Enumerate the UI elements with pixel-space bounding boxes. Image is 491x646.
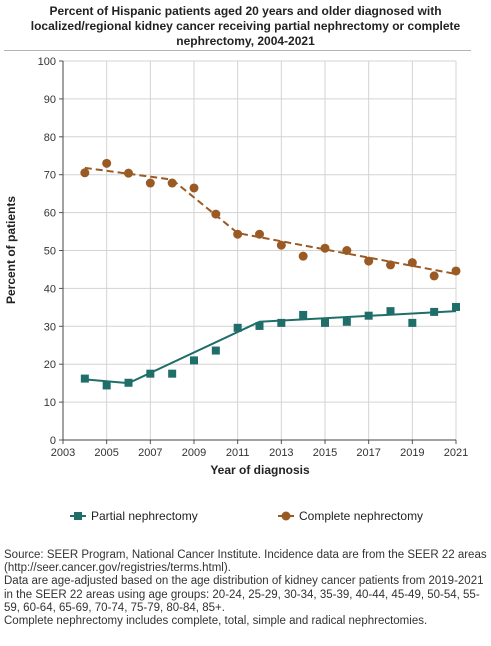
y-tick-label: 40 bbox=[44, 283, 56, 295]
x-tick-label: 2019 bbox=[400, 447, 424, 459]
partial-data-point bbox=[386, 307, 395, 316]
partial-data-point bbox=[168, 369, 177, 378]
complete-data-point bbox=[189, 183, 199, 193]
footnote-source: Source: SEER Program, National Cancer In… bbox=[4, 549, 487, 575]
complete-data-point bbox=[320, 243, 330, 253]
x-tick-label: 2009 bbox=[182, 447, 206, 459]
complete-data-point bbox=[233, 229, 243, 239]
partial-data-point bbox=[408, 318, 417, 327]
x-tick-label: 2003 bbox=[51, 447, 75, 459]
y-tick-label: 10 bbox=[44, 397, 56, 409]
partial-data-point bbox=[146, 369, 155, 378]
complete-data-point bbox=[276, 240, 286, 250]
legend-item: Partial nephrectomy bbox=[70, 509, 198, 523]
x-tick-label: 2007 bbox=[138, 447, 162, 459]
axes: 0 10 20 30 40 50 60 70 80 90 100 2003 2005 2007 2009 20… bbox=[38, 56, 469, 459]
x-tick-label: 2005 bbox=[94, 447, 118, 459]
x-tick-label: 2021 bbox=[444, 447, 468, 459]
partial-data-point bbox=[430, 307, 439, 316]
partial-data-point bbox=[80, 374, 89, 383]
complete-trend-line bbox=[84, 166, 457, 275]
complete-data-point bbox=[211, 209, 221, 219]
complete-data-point bbox=[102, 158, 112, 168]
chart-title: Percent of Hispanic patients aged 20 yea… bbox=[0, 4, 491, 49]
legend-swatch bbox=[74, 512, 82, 520]
y-tick-label: 80 bbox=[44, 132, 56, 144]
complete-data-point bbox=[80, 168, 90, 178]
partial-data-point bbox=[364, 311, 373, 320]
y-tick-label: 20 bbox=[44, 359, 56, 371]
x-tick-label: 2011 bbox=[226, 447, 250, 459]
partial-data-point bbox=[255, 321, 264, 330]
partial-data-point bbox=[124, 378, 133, 387]
legend-swatch bbox=[281, 511, 291, 521]
partial-data-point bbox=[190, 356, 198, 365]
x-tick-label: 2017 bbox=[356, 447, 380, 459]
y-tick-label: 70 bbox=[44, 170, 56, 182]
chart-title-line-2: localized/regional kidney cancer receivi… bbox=[30, 19, 461, 33]
partial-trend-line bbox=[84, 310, 457, 385]
y-tick-label: 60 bbox=[44, 208, 56, 220]
footnote-definition: Complete nephrectomy includes complete, … bbox=[4, 615, 428, 628]
footnote-age-adjustment: Data are age-adjusted based on the age d… bbox=[4, 575, 484, 614]
chart-title-line-1: Percent of Hispanic patients aged 20 yea… bbox=[49, 4, 442, 18]
complete-data-point bbox=[145, 178, 155, 188]
trend-lines bbox=[84, 166, 457, 385]
y-tick-label: 100 bbox=[38, 56, 56, 68]
legend-item: Complete nephrectomy bbox=[278, 509, 423, 523]
y-tick-label: 30 bbox=[44, 321, 56, 333]
legend: Partial nephrectomy Complete nephrectomy bbox=[70, 509, 423, 523]
complete-data-point bbox=[364, 256, 374, 266]
chart-title-line-3: nephrectomy, 2004-2021 bbox=[176, 34, 315, 48]
complete-data-point bbox=[167, 178, 177, 188]
complete-data-point bbox=[298, 251, 308, 261]
y-axis-label: Percent of patients bbox=[4, 196, 18, 304]
complete-data-point bbox=[255, 229, 264, 239]
chart-canvas: 0 10 20 30 40 50 60 70 80 90 100 2003 2005 2007 2009 20… bbox=[4, 56, 469, 523]
footnotes: Source: SEER Program, National Cancer In… bbox=[4, 549, 489, 628]
partial-data-point bbox=[452, 302, 460, 311]
partial-data-point bbox=[299, 310, 308, 319]
partial-data-point bbox=[211, 346, 220, 355]
partial-data-point bbox=[102, 381, 111, 390]
complete-data-point bbox=[429, 271, 439, 281]
complete-data-point bbox=[451, 266, 461, 276]
title-divider bbox=[4, 50, 471, 51]
partial-data-point bbox=[321, 318, 329, 327]
legend-label: Complete nephrectomy bbox=[299, 509, 423, 523]
legend-label: Partial nephrectomy bbox=[91, 509, 198, 523]
complete-data-point bbox=[386, 260, 395, 270]
x-axis-label: Year of diagnosis bbox=[210, 463, 310, 477]
complete-data-point bbox=[124, 168, 133, 178]
complete-data-point bbox=[407, 258, 417, 268]
x-tick-label: 2013 bbox=[269, 447, 293, 459]
partial-data-point bbox=[277, 318, 286, 327]
y-tick-label: 90 bbox=[44, 94, 56, 106]
x-tick-label: 2015 bbox=[313, 447, 337, 459]
partial-data-point bbox=[233, 323, 242, 332]
partial-data-point bbox=[342, 317, 351, 326]
data-points bbox=[80, 158, 461, 390]
complete-data-point bbox=[342, 246, 352, 255]
y-tick-label: 50 bbox=[44, 246, 56, 258]
y-tick-label: 0 bbox=[50, 435, 56, 447]
